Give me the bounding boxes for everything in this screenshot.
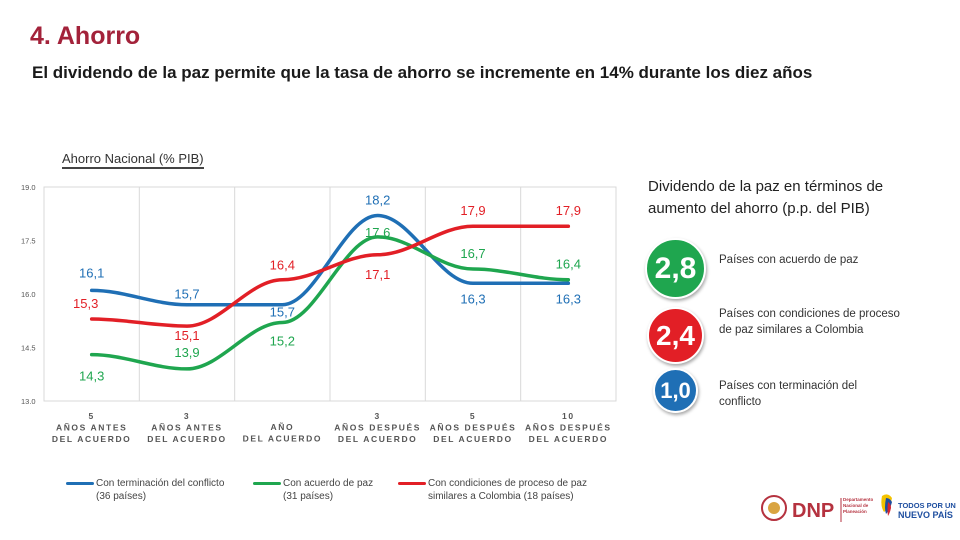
x-tick-label: 3 — [375, 411, 381, 421]
chart-title: Ahorro Nacional (% PIB) — [62, 151, 204, 169]
colombia-flag-icon — [881, 494, 892, 516]
data-point — [90, 353, 94, 357]
x-tick-label: AÑOS DESPUÉS — [334, 423, 421, 433]
logos: DNP Departamento Nacional de Planeación … — [761, 494, 956, 522]
legend-item-label: Con condiciones de proceso de paz similar… — [428, 478, 587, 502]
data-label: 16,7 — [460, 246, 485, 261]
data-label: 14,3 — [79, 369, 104, 384]
data-point — [566, 278, 570, 282]
x-tick-label: DEL ACUERDO — [147, 434, 226, 444]
data-label: 16,4 — [556, 257, 581, 272]
page-title: 4. Ahorro — [30, 22, 141, 50]
x-tick-label: DEL ACUERDO — [52, 434, 131, 444]
legend-swatch — [253, 482, 281, 485]
data-point — [90, 317, 94, 321]
data-point — [280, 303, 284, 307]
legend-swatch — [66, 482, 94, 485]
data-label: 15,1 — [174, 328, 199, 343]
dividend-badge-label: Países con condiciones de proceso de paz… — [719, 308, 900, 336]
legend-item-label: Con acuerdo de paz (31 países) — [283, 478, 374, 502]
dividend-badge-label: Países con acuerdo de paz — [719, 254, 859, 266]
data-point — [471, 281, 475, 285]
y-tick-label: 13.0 — [21, 397, 36, 406]
y-tick-label: 19.0 — [21, 183, 36, 192]
dividend-panel-title: Dividendo de la paz en términos de aumen… — [648, 178, 884, 217]
dnp-logo-text: DNP — [792, 500, 834, 522]
data-label: 18,2 — [365, 193, 390, 208]
x-tick-label: DEL ACUERDO — [529, 434, 608, 444]
dnp-seal-icon — [761, 495, 787, 521]
dividend-badge: 2,8 — [645, 238, 706, 299]
x-tick-label: 5 — [89, 411, 95, 421]
data-label: 16,3 — [556, 291, 581, 306]
data-label: 15,7 — [270, 305, 295, 320]
data-point — [376, 253, 380, 257]
x-tick-label: AÑOS ANTES — [56, 423, 127, 433]
data-point — [185, 324, 189, 328]
data-point — [185, 303, 189, 307]
data-point — [185, 367, 189, 371]
gov-logo-line1: TODOS POR UN — [898, 501, 956, 510]
data-label: 17,9 — [556, 203, 581, 218]
y-tick-label: 14.5 — [21, 344, 36, 353]
data-label: 17,1 — [365, 267, 390, 282]
data-point — [280, 278, 284, 282]
x-tick-label: DEL ACUERDO — [338, 434, 417, 444]
data-point — [90, 288, 94, 292]
data-point — [376, 235, 380, 239]
legend-swatch — [398, 482, 426, 485]
x-tick-label: AÑOS DESPUÉS — [430, 423, 517, 433]
series-line-0 — [89, 213, 571, 307]
data-label: 17,6 — [365, 225, 390, 240]
data-label: 15,7 — [174, 287, 199, 302]
data-point — [376, 214, 380, 218]
x-tick-label: 10 — [562, 411, 575, 421]
page-subtitle: El dividendo de la paz permite que la ta… — [32, 63, 813, 82]
x-tick-label: AÑOS ANTES — [151, 423, 222, 433]
legend-item-label: Con terminación del conflicto (36 países) — [96, 478, 225, 502]
data-point — [471, 224, 475, 228]
data-point — [280, 321, 284, 325]
dividend-badge: 2,4 — [647, 307, 704, 364]
data-label: 16,4 — [270, 258, 295, 273]
dividend-badge-label: Países con terminación del conflicto — [719, 380, 858, 408]
data-point — [566, 281, 570, 285]
x-tick-label: DEL ACUERDO — [243, 434, 322, 444]
gov-logo-line2: NUEVO PAÍS — [898, 510, 953, 520]
data-point — [471, 267, 475, 271]
x-tick-label: 5 — [470, 411, 476, 421]
series-line-2 — [89, 224, 571, 328]
y-tick-label: 17.5 — [21, 237, 36, 246]
dividend-badge: 1,0 — [653, 368, 698, 413]
data-label: 16,3 — [460, 291, 485, 306]
x-tick-label: AÑOS DESPUÉS — [525, 423, 612, 433]
data-label: 15,2 — [270, 334, 295, 349]
data-label: 17,9 — [460, 203, 485, 218]
x-tick-label: DEL ACUERDO — [433, 434, 512, 444]
y-tick-label: 16.0 — [21, 290, 36, 299]
x-tick-label: 3 — [184, 411, 190, 421]
data-label: 13,9 — [174, 345, 199, 360]
x-tick-label: AÑO — [270, 422, 294, 432]
data-label: 16,1 — [79, 265, 104, 280]
data-point — [566, 224, 570, 228]
dnp-logo-subtext: Departamento Nacional de Planeación — [843, 497, 873, 514]
data-label: 15,3 — [73, 296, 98, 311]
